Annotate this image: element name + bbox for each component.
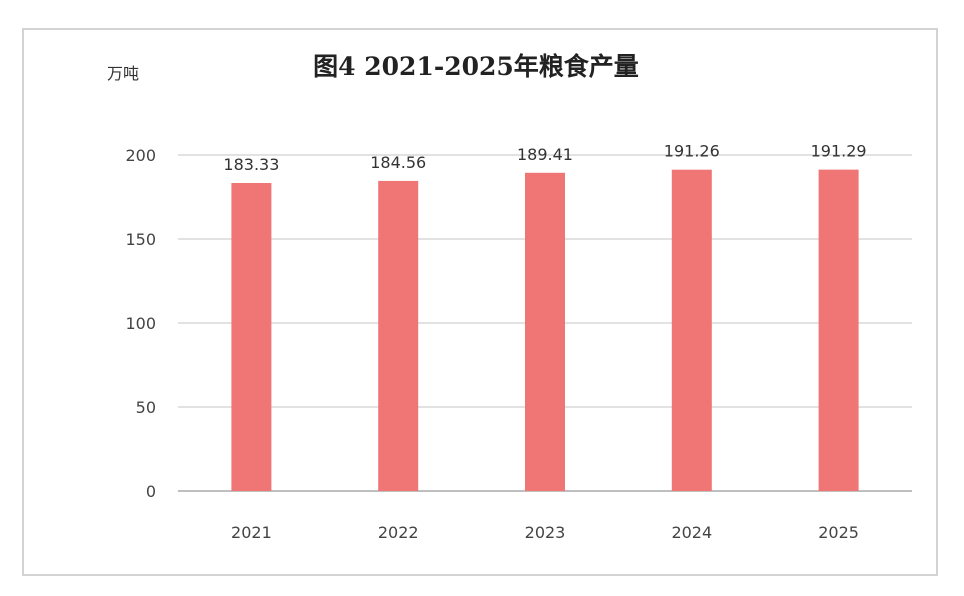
- data-label: 183.33: [223, 155, 279, 174]
- chart-title: 图4 2021-2025年粮食产量: [313, 52, 639, 81]
- x-tick-label: 2023: [525, 523, 566, 542]
- x-tick-label: 2021: [231, 523, 272, 542]
- x-tick-label: 2025: [818, 523, 859, 542]
- data-label: 191.26: [664, 142, 720, 161]
- bar-2023: [525, 172, 565, 491]
- bar-2024: [671, 169, 712, 491]
- y-axis-unit-label: 万吨: [107, 64, 139, 83]
- y-tick-label: 150: [125, 230, 156, 249]
- bar-2021: [231, 183, 272, 491]
- x-tick-label: 2022: [378, 523, 419, 542]
- y-tick-label: 0: [146, 482, 156, 501]
- y-tick-label: 100: [125, 314, 156, 333]
- y-tick-label: 50: [136, 398, 156, 417]
- data-label: 189.41: [517, 145, 573, 164]
- bar-2025: [818, 169, 859, 491]
- data-label: 184.56: [370, 153, 426, 172]
- chart-frame: [22, 28, 938, 576]
- x-tick-label: 2024: [671, 523, 712, 542]
- data-label: 191.29: [811, 142, 867, 161]
- bar-2022: [378, 180, 419, 491]
- y-tick-label: 200: [125, 146, 156, 165]
